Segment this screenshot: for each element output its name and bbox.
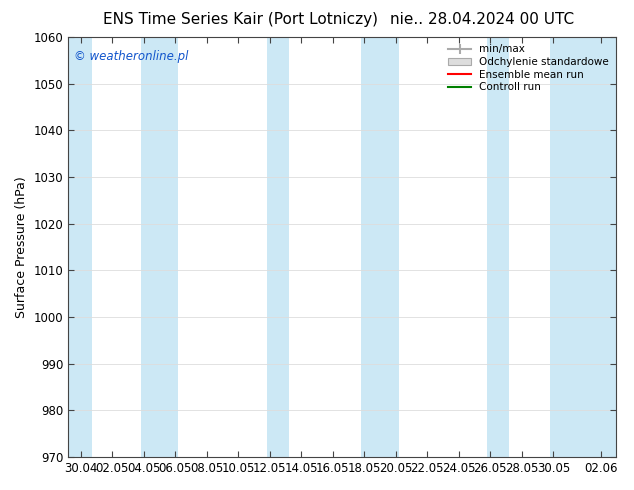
Bar [267, 37, 288, 457]
Bar [361, 37, 399, 457]
Bar [141, 37, 178, 457]
Text: © weatheronline.pl: © weatheronline.pl [74, 50, 188, 63]
Bar [68, 37, 92, 457]
Bar [550, 37, 616, 457]
Y-axis label: Surface Pressure (hPa): Surface Pressure (hPa) [15, 176, 28, 318]
Text: nie.. 28.04.2024 00 UTC: nie.. 28.04.2024 00 UTC [390, 12, 574, 27]
Bar [487, 37, 509, 457]
Text: ENS Time Series Kair (Port Lotniczy): ENS Time Series Kair (Port Lotniczy) [103, 12, 378, 27]
Legend: min/max, Odchylenie standardowe, Ensemble mean run, Controll run: min/max, Odchylenie standardowe, Ensembl… [446, 42, 611, 95]
